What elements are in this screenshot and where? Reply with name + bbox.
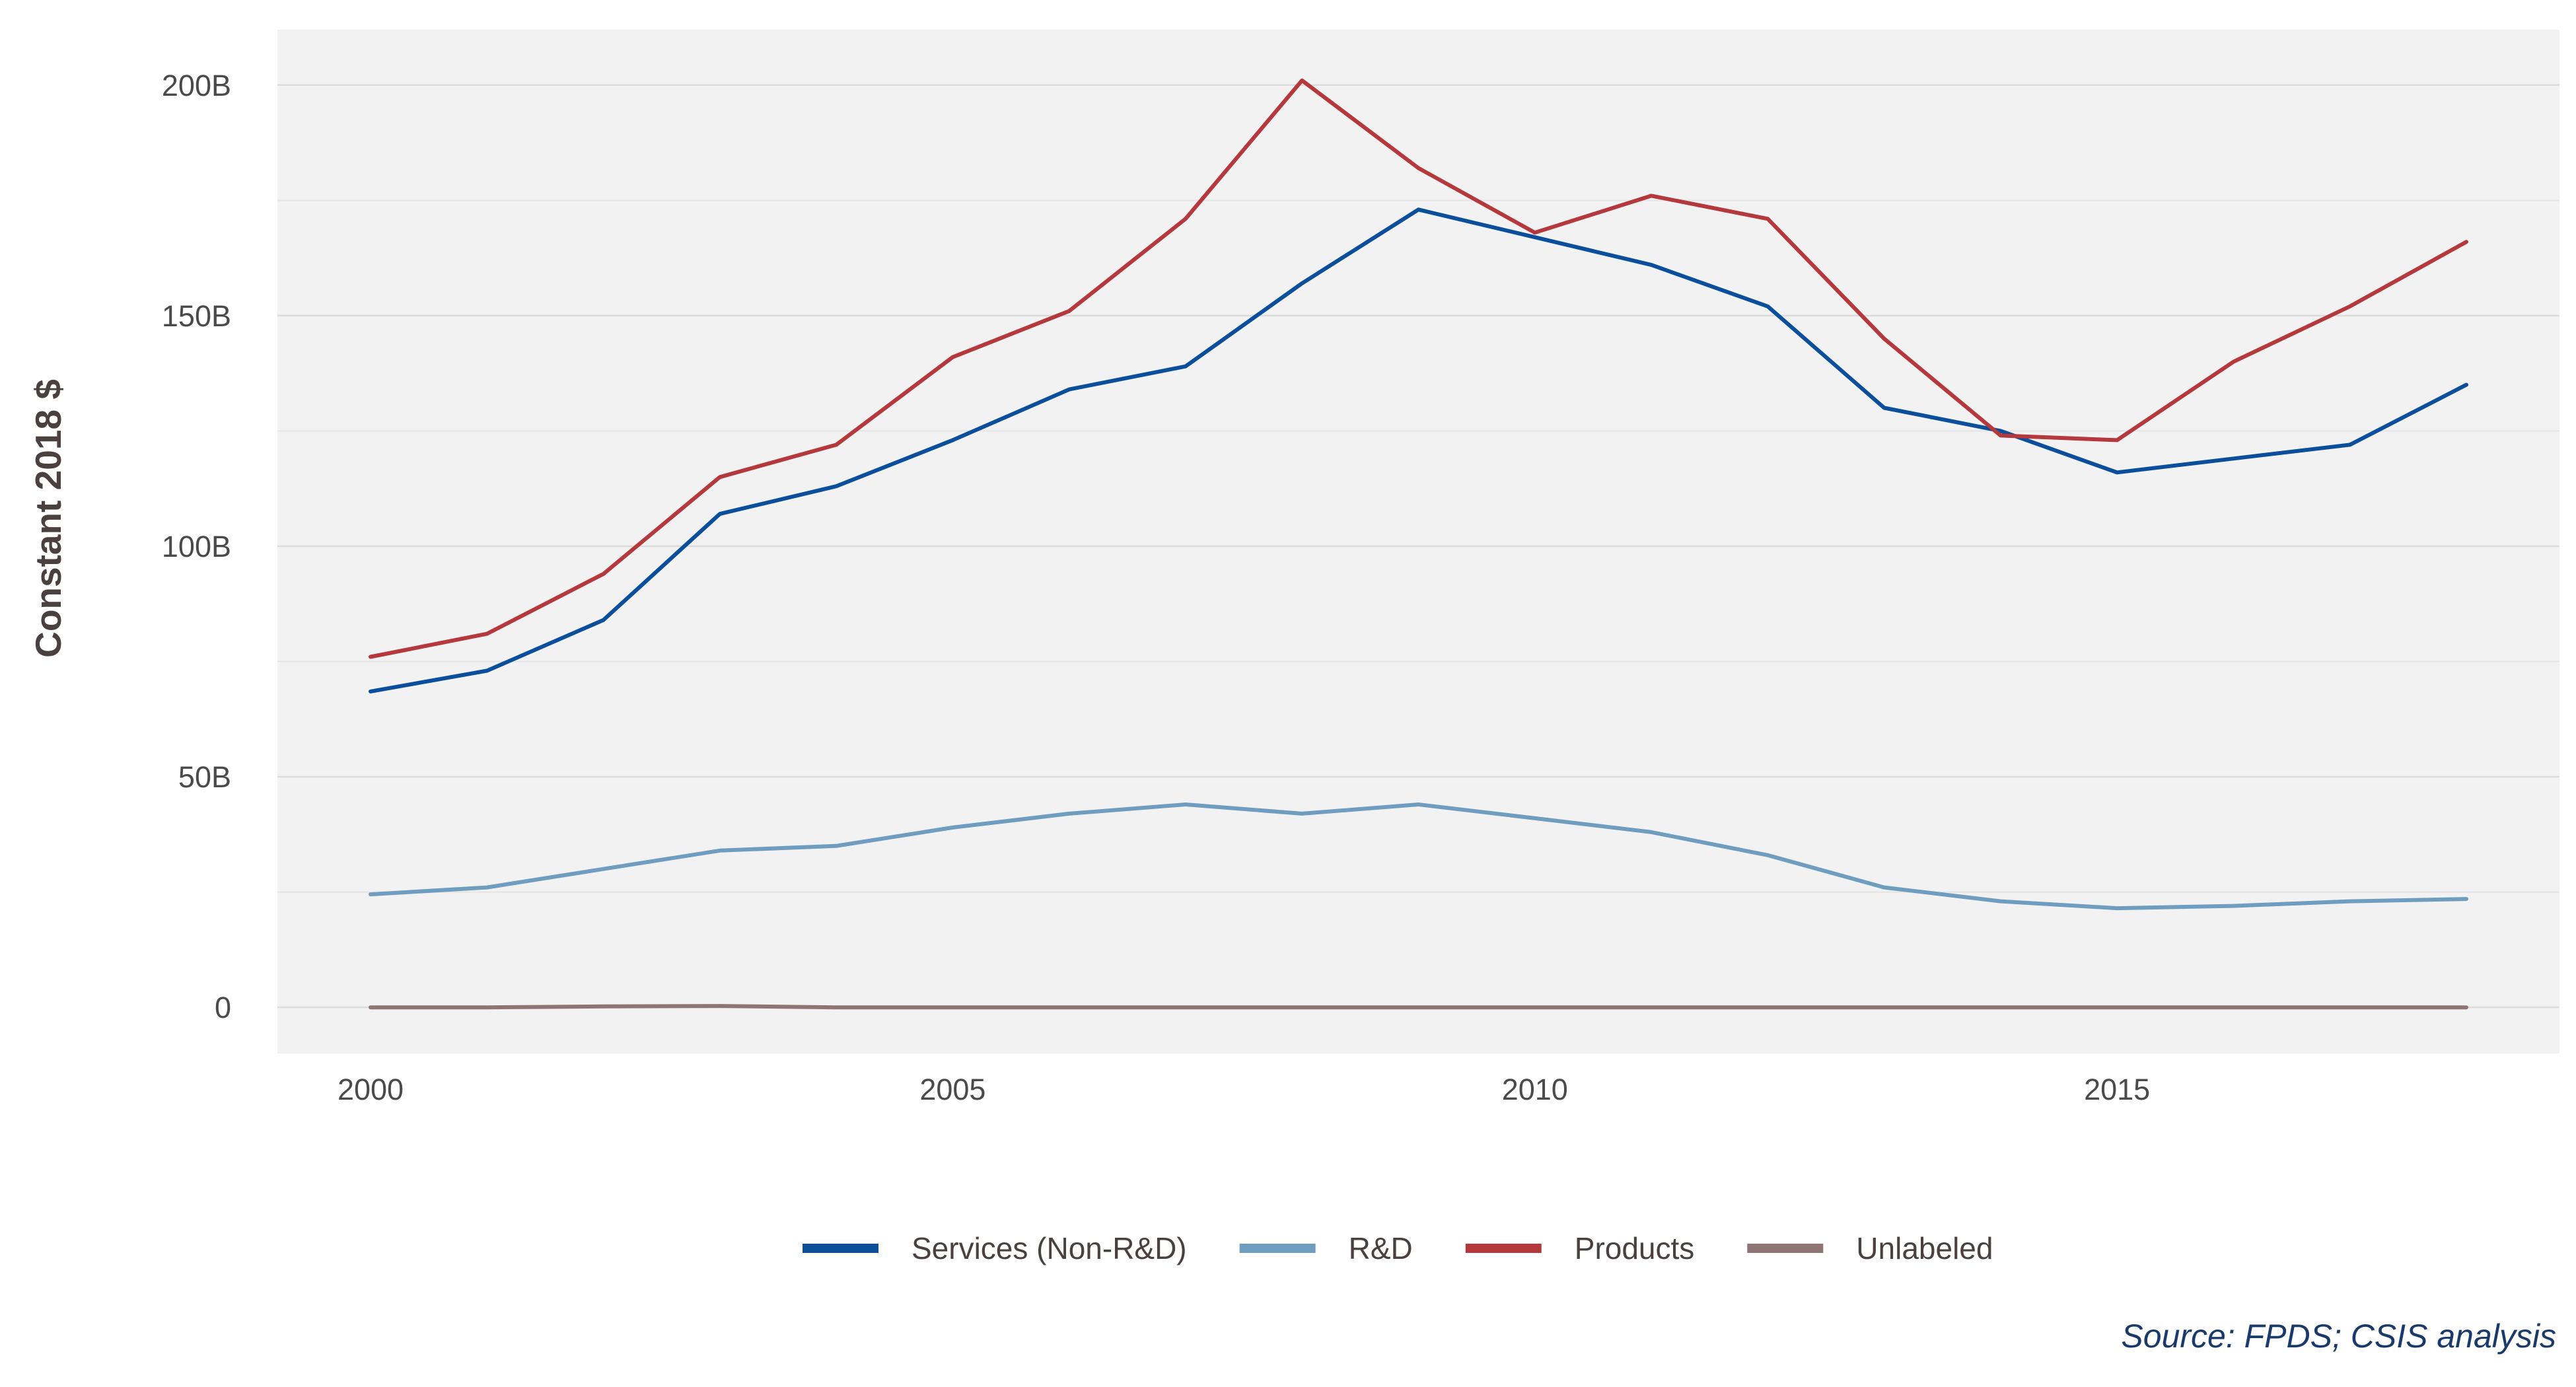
y-axis: 0 50B 100B 150B 200B: [162, 69, 231, 1024]
y-tick-label-0: 0: [215, 991, 231, 1024]
legend-label-3: Unlabeled: [1856, 1231, 1993, 1265]
series-line-1: [369, 802, 2468, 911]
y-tick-label-4: 200B: [162, 69, 231, 102]
x-tick-label-3: 2015: [2084, 1073, 2150, 1106]
legend-label-2: Products: [1575, 1231, 1695, 1265]
plot-panel: [277, 30, 2559, 1053]
series-lines: [369, 78, 2468, 1010]
y-tick-label-3: 150B: [162, 299, 231, 333]
legend-label-0: Services (Non-R&D): [912, 1231, 1187, 1265]
source-note: Source: FPDS; CSIS analysis: [2121, 1318, 2556, 1355]
series-line-2: [369, 78, 2468, 659]
y-tick-label-2: 100B: [162, 530, 231, 563]
series-line-3: [369, 1004, 2468, 1010]
x-tick-label-2: 2010: [1502, 1073, 1568, 1106]
legend-label-1: R&D: [1349, 1231, 1413, 1265]
x-axis: 2000 2005 2010 2015: [338, 1073, 2150, 1106]
y-axis-title: Constant 2018 $: [28, 379, 69, 658]
x-tick-label-1: 2005: [919, 1073, 985, 1106]
series-line-0: [369, 207, 2468, 694]
y-tick-label-1: 50B: [178, 760, 231, 794]
x-tick-label-0: 2000: [338, 1073, 404, 1106]
legend: Services (Non-R&D) R&D Products Unlabeled: [803, 1231, 1993, 1265]
